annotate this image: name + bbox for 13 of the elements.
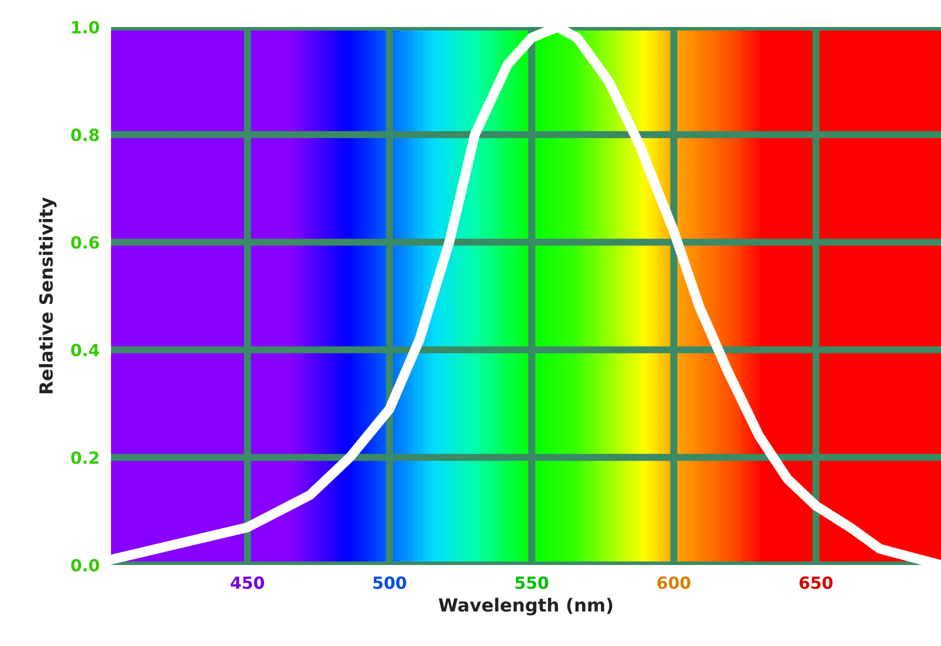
x-tick-label: 500 — [373, 576, 406, 590]
x-axis-title: Wavelength (nm) — [438, 598, 612, 616]
y-tick-label: 0.2 — [71, 451, 98, 464]
y-tick-label: 0.6 — [71, 236, 99, 249]
y-tick-label: 0.0 — [71, 558, 100, 572]
x-tick-label: 450 — [230, 576, 264, 590]
x-tick-label: 550 — [516, 576, 548, 590]
y-tick-label: 0.4 — [71, 344, 100, 356]
y-axis-title: Relative Sensitivity — [38, 197, 56, 394]
x-tick-label: 600 — [657, 576, 690, 590]
x-tick-label: 650 — [800, 576, 833, 590]
y-tick-label: 1.0 — [72, 20, 100, 34]
y-tick-label: 0.8 — [71, 128, 99, 142]
